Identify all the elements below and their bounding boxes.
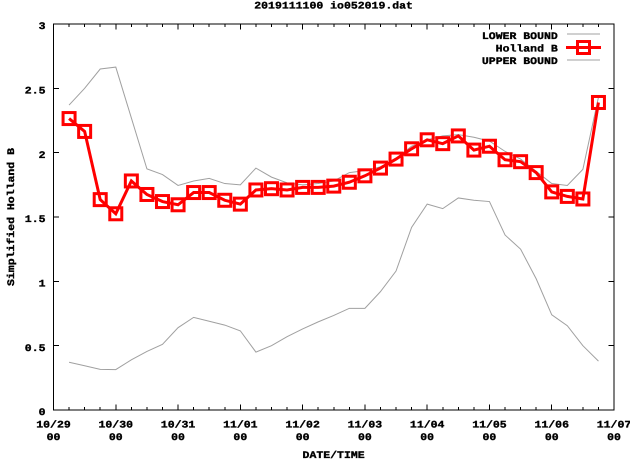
svg-text:2: 2: [39, 151, 46, 162]
svg-text:LOWER BOUND: LOWER BOUND: [482, 32, 558, 43]
svg-text:1.5: 1.5: [25, 215, 46, 226]
svg-text:0: 0: [39, 408, 46, 419]
svg-text:00: 00: [607, 433, 621, 444]
svg-text:11/06: 11/06: [534, 420, 569, 432]
svg-text:11/04: 11/04: [410, 420, 445, 432]
svg-text:00: 00: [47, 433, 61, 444]
svg-text:00: 00: [296, 433, 310, 444]
svg-text:10/29: 10/29: [36, 420, 71, 432]
svg-text:00: 00: [171, 433, 185, 444]
svg-text:Holland B: Holland B: [496, 44, 558, 56]
svg-text:10/30: 10/30: [99, 420, 134, 432]
svg-text:3: 3: [39, 22, 46, 33]
svg-text:11/02: 11/02: [285, 420, 320, 432]
svg-text:11/05: 11/05: [472, 420, 507, 432]
svg-text:2.5: 2.5: [25, 87, 46, 98]
svg-text:00: 00: [109, 433, 123, 444]
svg-text:00: 00: [420, 433, 434, 444]
svg-text:0.5: 0.5: [25, 344, 46, 355]
svg-text:00: 00: [545, 433, 559, 444]
svg-text:10/31: 10/31: [161, 420, 196, 432]
svg-text:00: 00: [358, 433, 372, 444]
svg-text:00: 00: [233, 433, 247, 444]
svg-text:UPPER BOUND: UPPER BOUND: [482, 57, 558, 68]
svg-text:2019111100 io052019.dat: 2019111100 io052019.dat: [254, 1, 413, 13]
svg-text:Simplified Holland B: Simplified Holland B: [6, 148, 18, 286]
svg-text:DATE/TIME: DATE/TIME: [303, 450, 365, 460]
svg-text:11/03: 11/03: [348, 420, 383, 432]
svg-text:00: 00: [483, 433, 497, 444]
svg-text:1: 1: [39, 280, 46, 291]
svg-text:11/07: 11/07: [597, 420, 630, 432]
svg-text:11/01: 11/01: [223, 420, 258, 432]
